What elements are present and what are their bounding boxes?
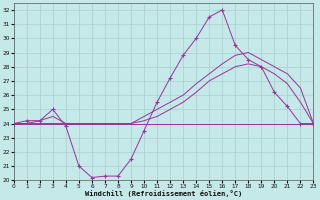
X-axis label: Windchill (Refroidissement éolien,°C): Windchill (Refroidissement éolien,°C)	[85, 190, 242, 197]
